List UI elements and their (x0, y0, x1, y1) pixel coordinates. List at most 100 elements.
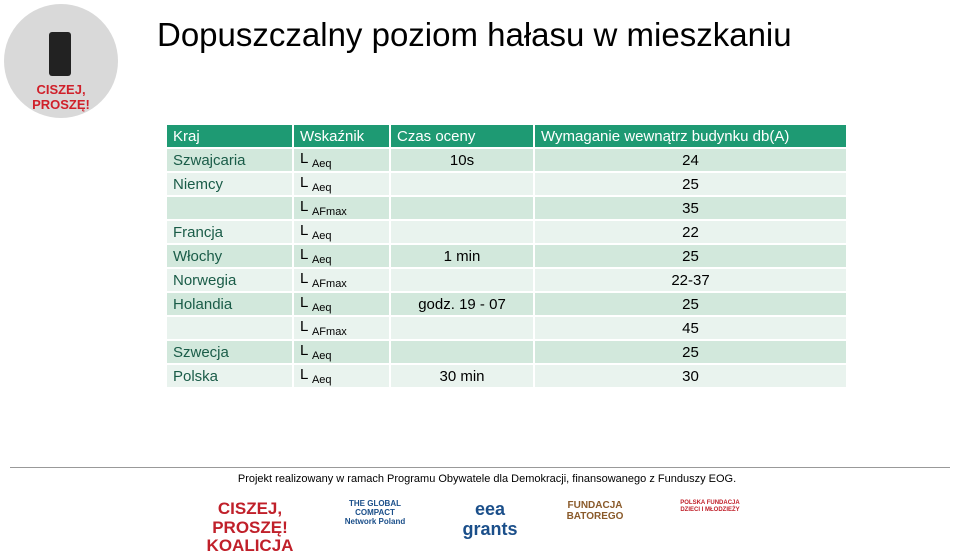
row: Włochy L Aeq 1 min 25 (165, 243, 848, 269)
requirement-cell: 25 (533, 243, 848, 269)
header-cell: Wskaźnik (292, 123, 391, 149)
logo-text: FUNDACJA (567, 500, 623, 511)
row: Szwecja L Aeq 25 (165, 339, 848, 365)
indicator-sub: Aeq (311, 350, 332, 362)
country-cell (165, 195, 294, 221)
country-cell: Francja (165, 219, 294, 245)
time-cell (389, 171, 535, 197)
logo-text: THE GLOBAL COMPACT (349, 499, 401, 517)
indicator-cell: L Aeq (292, 243, 391, 269)
logo-text: eea (474, 499, 506, 519)
partner-logo: THE GLOBAL COMPACT Network Poland (335, 499, 415, 526)
indicator-base: L (300, 366, 308, 383)
indicator-cell: L Aeq (292, 219, 391, 245)
indicator-base: L (300, 318, 308, 335)
header-cell: Czas oceny (389, 123, 535, 149)
logo-text: KOALICJA (206, 536, 294, 556)
row: Francja L Aeq 22 (165, 219, 848, 245)
indicator-cell: L Aeq (292, 363, 391, 389)
indicator-cell: L AFmax (292, 315, 391, 341)
requirement-cell: 45 (533, 315, 848, 341)
indicator-sub: AFmax (311, 206, 347, 218)
logo-text: Network Poland (344, 516, 406, 526)
logo-text: BATOREGO (566, 511, 624, 522)
partner-logo: CISZEJ, PROSZĘ! KOALICJA (205, 499, 295, 556)
logo-text: PROSZĘ! (32, 97, 90, 112)
time-cell (389, 195, 535, 221)
indicator-base: L (300, 246, 308, 263)
footer-text: Projekt realizowany w ramach Programu Ob… (237, 473, 737, 485)
indicator-sub: Aeq (311, 182, 332, 194)
country-cell: Niemcy (165, 171, 294, 197)
indicator-base: L (300, 294, 308, 311)
requirement-cell: 22-37 (533, 267, 848, 293)
requirement-cell: 30 (533, 363, 848, 389)
logo-text: CISZEJ, (36, 82, 86, 97)
country-cell: Szwajcaria (165, 147, 294, 173)
requirement-cell: 35 (533, 195, 848, 221)
logo: CISZEJ, PROSZĘ! (4, 4, 118, 118)
indicator-sub: Aeq (311, 374, 332, 386)
time-cell (389, 315, 535, 341)
indicator-sub: Aeq (311, 230, 332, 242)
row: L AFmax 35 (165, 195, 848, 221)
country-cell: Włochy (165, 243, 294, 269)
logo-text: grants (462, 518, 518, 539)
requirement-cell: 24 (533, 147, 848, 173)
indicator-base: L (300, 342, 308, 359)
row: Norwegia L AFmax 22-37 (165, 267, 848, 293)
indicator-base: L (300, 222, 308, 239)
row: L AFmax 45 (165, 315, 848, 341)
time-cell: 30 min (389, 363, 535, 389)
indicator-cell: L Aeq (292, 171, 391, 197)
country-cell: Norwegia (165, 267, 294, 293)
time-cell (389, 339, 535, 365)
country-cell: Holandia (165, 291, 294, 317)
table: Kraj Wskaźnik Czas oceny Wymaganie wewnątrz… (165, 123, 848, 389)
partner-logo: POLSKA FUNDACJA DZIECI I MŁODZIEŻY (665, 500, 755, 513)
title: Dopuszczalny poziom hałasu w mieszkaniu (157, 16, 792, 53)
logo-text: POLSKA FUNDACJA (680, 500, 740, 506)
speaker-icon (49, 32, 71, 76)
indicator-cell: L AFmax (292, 267, 391, 293)
header-cell: Wymaganie wewnątrz budynku db(A) (533, 123, 848, 149)
indicator-base: L (300, 270, 308, 287)
row: Szwajcaria L Aeq 10s 24 (165, 147, 848, 173)
indicator-base: L (300, 150, 308, 167)
row: Holandia L Aeq godz. 19 - 07 25 (165, 291, 848, 317)
requirement-cell: 25 (533, 291, 848, 317)
indicator-cell: L Aeq (292, 291, 391, 317)
partner-logo: FUNDACJA BATOREGO (555, 500, 635, 522)
logo-text: PROSZĘ! (212, 517, 288, 537)
time-cell (389, 219, 535, 245)
indicator-sub: Aeq (311, 158, 332, 170)
indicator-cell: L AFmax (292, 195, 391, 221)
indicator-base: L (300, 198, 308, 215)
header-cell: Kraj (165, 123, 294, 149)
logo-text: DZIECI I MŁODZIEŻY (680, 506, 740, 513)
time-cell: godz. 19 - 07 (389, 291, 535, 317)
requirement-cell: 25 (533, 171, 848, 197)
indicator-sub: AFmax (311, 278, 347, 290)
logo-text: CISZEJ, (217, 499, 283, 518)
requirement-cell: 22 (533, 219, 848, 245)
indicator-base: L (300, 174, 308, 191)
header-row: Kraj Wskaźnik Czas oceny Wymaganie wewnątrz… (165, 123, 848, 149)
indicator-sub: Aeq (311, 302, 332, 314)
requirement-cell: 25 (533, 339, 848, 365)
country-cell (165, 315, 294, 341)
country-cell: Szwecja (165, 339, 294, 365)
indicator-sub: Aeq (311, 254, 332, 266)
row: Niemcy L Aeq 25 (165, 171, 848, 197)
time-cell: 1 min (389, 243, 535, 269)
country-cell: Polska (165, 363, 294, 389)
divider (10, 467, 950, 468)
indicator-cell: L Aeq (292, 147, 391, 173)
time-cell: 10s (389, 147, 535, 173)
time-cell (389, 267, 535, 293)
partner-logo: eea grants (445, 499, 535, 540)
indicator-cell: L Aeq (292, 339, 391, 365)
indicator-sub: AFmax (311, 326, 347, 338)
row: Polska L Aeq 30 min 30 (165, 363, 848, 389)
